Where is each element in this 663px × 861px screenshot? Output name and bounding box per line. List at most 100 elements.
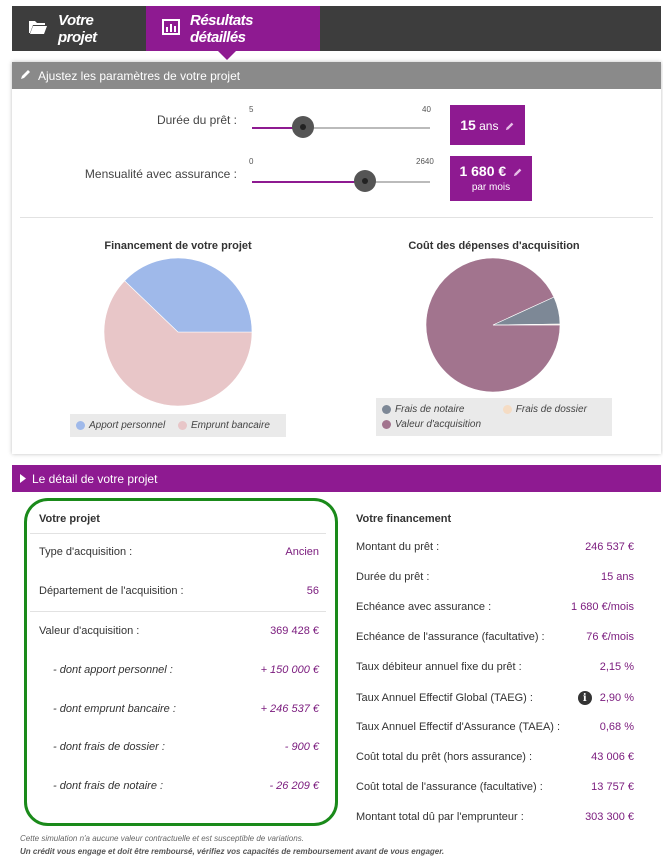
financement-row: Coût total du prêt (hors assurance) : 43 … bbox=[356, 751, 634, 763]
legend-swatch bbox=[76, 421, 85, 430]
row-value: 1 680 €/mois bbox=[571, 601, 634, 613]
row-value-wrap: 2,15 % bbox=[600, 661, 634, 673]
row-value: 0,68 % bbox=[599, 721, 634, 733]
mensualite-sub: par mois bbox=[471, 181, 511, 193]
legend-item-valeur[interactable]: Valeur d'acquisition bbox=[382, 417, 481, 432]
row-value-wrap: 13 757 € bbox=[591, 781, 634, 793]
duree-slider[interactable] bbox=[252, 116, 430, 138]
row-value: 2,15 % bbox=[599, 661, 634, 673]
row-label: - dont emprunt bancaire : bbox=[53, 703, 176, 715]
legend-swatch bbox=[177, 421, 187, 430]
duree-value-box[interactable]: 15 ans bbox=[450, 105, 525, 145]
tab-resultats-detailles[interactable]: Résultats détaillés bbox=[146, 6, 320, 60]
tab-votre-projet[interactable]: Votre projet bbox=[12, 6, 146, 51]
tab-label: Résultats détaillés bbox=[190, 11, 254, 46]
edit-pencil-icon[interactable] bbox=[505, 107, 515, 147]
row-label: Echéance avec assurance : bbox=[356, 601, 492, 613]
duree-max: 40 bbox=[422, 105, 431, 114]
financement-row: Echéance de l'assurance (facultative) : 7… bbox=[356, 631, 634, 643]
row-value: + 150 000 € bbox=[260, 664, 319, 676]
duree-min: 5 bbox=[249, 105, 254, 114]
params-panel: Ajustez les paramètres de votre projet D… bbox=[12, 62, 661, 454]
legend-financement: Apport personnel Emprunt bancaire bbox=[70, 414, 286, 437]
legend-swatch bbox=[382, 420, 391, 429]
row-value-wrap: 303 300 € bbox=[585, 811, 634, 823]
row-value-wrap: i 2,90 % bbox=[577, 691, 634, 705]
legend-item-emprunt[interactable]: Emprunt bancaire bbox=[177, 418, 270, 433]
row-label: Taux débiteur annuel fixe du prêt : bbox=[356, 661, 522, 673]
row-apport: - dont apport personnel : + 150 000 € bbox=[53, 664, 319, 676]
projet-title: Votre projet bbox=[39, 513, 100, 525]
row-value: - 26 209 € bbox=[269, 780, 319, 792]
row-label: - dont frais de notaire : bbox=[53, 780, 164, 792]
row-dossier: - dont frais de dossier : - 900 € bbox=[53, 741, 319, 753]
row-label: Coût total du prêt (hors assurance) : bbox=[356, 751, 533, 763]
edit-pencil-icon[interactable] bbox=[513, 166, 523, 180]
mensualite-value-box[interactable]: 1 680 € par mois bbox=[450, 156, 532, 201]
pie-slice-emprunt-bancaire[interactable] bbox=[104, 280, 252, 406]
legend-swatch bbox=[502, 405, 512, 414]
financement-row: Taux débiteur annuel fixe du prêt : 2,15 … bbox=[356, 661, 634, 673]
row-value-wrap: 1 680 €/mois bbox=[571, 601, 634, 613]
chart-title-financement: Financement de votre projet bbox=[104, 240, 252, 252]
legend-swatch bbox=[382, 405, 391, 414]
row-label: Département de l'acquisition : bbox=[39, 585, 184, 597]
financement-row: Taux Annuel Effectif d'Assurance (TAEA) … bbox=[356, 721, 634, 733]
mensualite-value: 1 680 € bbox=[459, 163, 507, 179]
mensualite-slider-thumb[interactable] bbox=[354, 170, 377, 192]
row-value: Ancien bbox=[285, 546, 319, 558]
folder-open-icon bbox=[28, 19, 48, 39]
row-label: Echéance de l'assurance (facultative) : bbox=[356, 631, 545, 643]
row-value: 246 537 € bbox=[585, 541, 634, 553]
row-value-wrap: 43 006 € bbox=[591, 751, 634, 763]
bar-chart-icon bbox=[162, 18, 180, 39]
row-value-wrap: 76 €/mois bbox=[586, 631, 634, 643]
duree-slider-row: Durée du prêt : 5 40 15 ans bbox=[12, 102, 661, 152]
mensualite-label: Mensualité avec assurance : bbox=[84, 167, 237, 181]
info-icon[interactable]: i bbox=[577, 691, 592, 705]
duree-slider-thumb[interactable] bbox=[291, 116, 314, 138]
params-header: Ajustez les paramètres de votre projet bbox=[12, 62, 661, 89]
mensualite-min: 0 bbox=[249, 157, 254, 166]
row-label: Taux Annuel Effectif d'Assurance (TAEA) … bbox=[356, 721, 561, 733]
duree-value: 15 bbox=[460, 117, 476, 133]
row-label: Valeur d'acquisition : bbox=[39, 625, 140, 637]
divider bbox=[20, 217, 653, 218]
financement-row: Montant du prêt : 246 537 € bbox=[356, 541, 634, 553]
row-label: Montant du prêt : bbox=[356, 541, 440, 553]
pencil-icon bbox=[20, 68, 32, 83]
mensualite-max: 2640 bbox=[416, 157, 434, 166]
detail-title: Le détail de votre projet bbox=[32, 471, 158, 486]
row-notaire: - dont frais de notaire : - 26 209 € bbox=[53, 780, 319, 792]
row-value: + 246 537 € bbox=[260, 703, 319, 715]
legend-item-apport[interactable]: Apport personnel bbox=[76, 418, 165, 433]
legend-item-dossier[interactable]: Frais de dossier bbox=[502, 402, 587, 417]
mensualite-slider[interactable] bbox=[252, 170, 430, 192]
divider bbox=[30, 611, 326, 612]
row-value: 369 428 € bbox=[270, 625, 319, 637]
financement-row: Echéance avec assurance : 1 680 €/mois bbox=[356, 601, 634, 613]
legend-item-notaire[interactable]: Frais de notaire bbox=[382, 402, 490, 417]
financement-row: Montant total dû par l'emprunteur : 303 3… bbox=[356, 811, 634, 823]
pie-slice-apport-personnel[interactable] bbox=[124, 258, 252, 333]
highlight-outline bbox=[24, 498, 338, 826]
legend-label: Apport personnel bbox=[89, 420, 166, 431]
row-value: 303 300 € bbox=[585, 811, 634, 823]
duree-label: Durée du prêt : bbox=[156, 113, 237, 127]
row-value: 15 ans bbox=[600, 571, 634, 583]
row-valeur: Valeur d'acquisition : 369 428 € bbox=[39, 625, 319, 637]
detail-header[interactable]: Le détail de votre projet bbox=[12, 465, 661, 492]
disclaimer: Cette simulation n'a aucune valeur contr… bbox=[20, 834, 304, 843]
row-value: - 900 € bbox=[284, 741, 319, 753]
warning-note: Un crédit vous engage et doit être rembo… bbox=[20, 847, 445, 856]
duree-unit: ans bbox=[479, 119, 499, 133]
row-value: 13 757 € bbox=[591, 781, 634, 793]
row-type: Type d'acquisition : Ancien bbox=[39, 546, 319, 558]
divider bbox=[30, 533, 326, 534]
legend-label: Frais de notaire bbox=[395, 404, 465, 415]
row-label: - dont frais de dossier : bbox=[53, 741, 165, 753]
tab-bar: Votre projet Résultats détaillés bbox=[12, 6, 661, 60]
duree-slider-fill bbox=[252, 127, 303, 129]
mensualite-slider-fill bbox=[252, 181, 366, 183]
financement-row: Durée du prêt : 15 ans bbox=[356, 571, 634, 583]
